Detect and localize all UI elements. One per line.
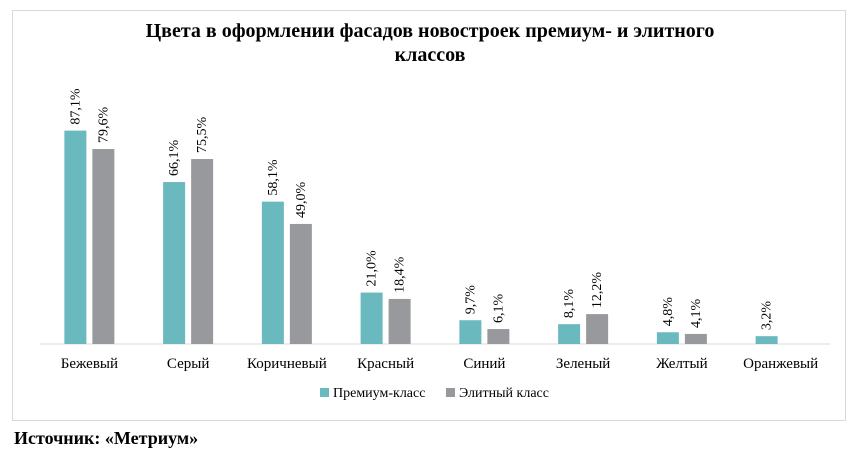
legend-label-premium: Премиум-класс: [333, 386, 425, 401]
bar-premium: [656, 332, 679, 344]
data-label: 66,1%: [167, 140, 182, 177]
bar-elite: [586, 314, 609, 344]
bar-chart: 87,1% 79,6% Бежевый 66,1% 75,5% Серый 58,1% 49,…: [40, 88, 830, 401]
bar-premium: [459, 320, 482, 344]
category-label: Бежевый: [61, 356, 118, 372]
legend-label-elite: Элитный класс: [459, 386, 549, 401]
data-label: 79,6%: [96, 106, 111, 143]
data-label: 21,0%: [365, 250, 380, 287]
bar-premium: [261, 201, 284, 344]
source-note: Источник: «Метриум»: [14, 428, 199, 448]
bar-elite: [289, 223, 312, 344]
bar-elite: [92, 148, 115, 344]
bar-premium: [360, 292, 383, 344]
category-label: Красный: [357, 356, 414, 372]
bar-premium: [755, 336, 778, 344]
bar-premium: [558, 324, 581, 344]
bar-elite: [191, 159, 214, 344]
bar-premium: [163, 182, 186, 344]
data-label: 75,5%: [195, 117, 210, 154]
bar-elite: [684, 333, 707, 344]
category-label: Оранжевый: [743, 356, 818, 372]
data-label: 8,1%: [562, 289, 577, 319]
category-label: Зеленый: [556, 356, 610, 372]
bar-elite: [388, 298, 411, 344]
legend-swatch-elite: [446, 388, 455, 397]
data-label: 18,4%: [393, 256, 408, 293]
data-label: 6,1%: [491, 294, 506, 324]
chart-frame: [12, 10, 846, 421]
data-label: 58,1%: [266, 159, 281, 196]
legend-swatch-premium: [320, 388, 329, 397]
data-label: 87,1%: [68, 88, 83, 125]
data-label: 3,2%: [760, 301, 775, 331]
bar-premium: [64, 130, 87, 344]
data-label: 49,0%: [294, 181, 309, 218]
data-label: 4,1%: [689, 298, 704, 328]
data-label: 12,2%: [590, 272, 605, 309]
category-label: Коричневый: [247, 356, 327, 372]
category-label: Серый: [167, 356, 209, 372]
data-label: 4,8%: [661, 297, 676, 327]
category-label: Синий: [463, 356, 505, 372]
bar-elite: [487, 329, 510, 344]
category-label: Желтый: [656, 356, 707, 372]
chart-title: Цвета в оформлении фасадов новостроек пр…: [145, 20, 715, 66]
data-label: 9,7%: [463, 285, 478, 315]
